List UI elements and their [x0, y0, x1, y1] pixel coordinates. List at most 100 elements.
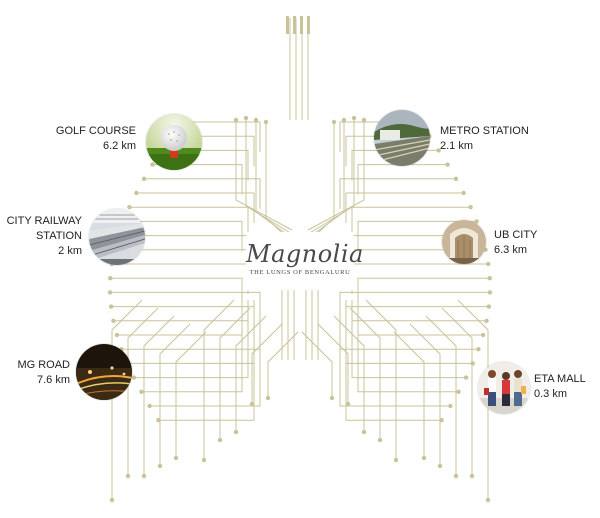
circuit-trace	[111, 299, 143, 500]
circuit-node	[141, 176, 147, 181]
circuit-trace	[141, 300, 243, 393]
circuit-node	[485, 497, 491, 503]
circuit-trace	[265, 122, 293, 243]
circuit-trace	[123, 220, 243, 252]
circuit-trace	[357, 220, 477, 252]
circuit-trace	[121, 300, 261, 350]
circuit-node	[468, 205, 473, 210]
circuit-node	[131, 375, 137, 380]
circuit-node	[439, 418, 444, 423]
circuit-trace	[136, 192, 255, 223]
circuit-node	[448, 403, 453, 409]
circuit-trace	[159, 323, 191, 466]
circuit-trace	[144, 178, 261, 209]
shoppers-photo	[478, 362, 530, 414]
circuit-trace	[149, 300, 261, 407]
circuit-node	[341, 117, 347, 123]
circuit-node	[114, 332, 120, 338]
circuit-node	[486, 261, 491, 267]
circuit-node	[484, 318, 489, 323]
circuit-trace	[307, 118, 355, 235]
circuit-node	[249, 401, 255, 407]
brand-name: Magnolia	[246, 240, 364, 268]
eta-mall-distance: 0.3 km	[534, 388, 568, 400]
circuit-trace	[307, 120, 365, 231]
metro-station-name: METRO STATION	[440, 125, 529, 137]
circuit-node	[141, 473, 147, 479]
eta-mall-label: ETA MALL 0.3 km	[534, 372, 598, 402]
circuit-node	[453, 473, 459, 479]
circuit-node	[139, 389, 144, 394]
circuit-node	[463, 375, 469, 380]
circuit-trace	[152, 164, 243, 195]
ub-city-name: UB CITY	[494, 229, 538, 241]
circuit-trace	[349, 307, 381, 440]
circuit-node	[147, 403, 152, 409]
circuit-node	[263, 119, 269, 125]
ub-city-interior-photo	[442, 220, 486, 264]
circuit-trace	[345, 300, 442, 421]
circuit-trace	[409, 323, 441, 466]
circuit-node	[157, 463, 163, 469]
circuit-node	[361, 117, 367, 123]
circuit-node	[377, 437, 383, 443]
circuit-node	[393, 457, 399, 463]
circuit-trace	[357, 300, 459, 393]
city-railway-station-distance: 2 km	[58, 245, 82, 257]
circuit-trace	[317, 323, 349, 404]
mg-road-label: MG ROAD 7.6 km	[10, 358, 70, 388]
circuit-node	[243, 115, 249, 121]
circuit-trace	[110, 277, 243, 300]
circuit-node	[108, 276, 113, 281]
circuit-trace	[345, 300, 473, 364]
circuit-node	[173, 455, 179, 461]
circuit-node	[469, 473, 475, 479]
circuit-trace	[219, 307, 251, 440]
circuit-trace	[111, 263, 249, 294]
mg-road-distance: 7.6 km	[36, 374, 70, 386]
trachea-bar	[300, 16, 303, 34]
circuit-trace	[441, 307, 473, 476]
circuit-trace	[133, 300, 249, 379]
circuit-node	[125, 473, 131, 479]
golf-ball-photo	[146, 114, 202, 170]
circuit-node	[329, 395, 335, 401]
circuit-node	[217, 437, 223, 443]
circuit-trace	[425, 315, 457, 476]
circuit-trace	[351, 300, 467, 379]
metro-station-distance: 2.1 km	[440, 140, 474, 152]
circuit-node	[480, 332, 486, 338]
circuit-node	[233, 429, 239, 435]
circuit-trace	[333, 315, 365, 432]
circuit-trace	[235, 315, 267, 432]
circuit-trace	[307, 122, 335, 243]
circuit-node	[453, 176, 459, 181]
eta-mall-name: ETA MALL	[534, 373, 586, 385]
circuit-trace	[393, 331, 425, 458]
circuit-trace	[127, 307, 159, 476]
metro-station-label: METRO STATION 2.1 km	[440, 124, 550, 154]
circuit-node	[436, 148, 441, 153]
golf-course-label: GOLF COURSE 6.2 km	[48, 124, 136, 154]
circuit-trace	[113, 300, 249, 322]
circuit-node	[331, 119, 337, 125]
mg-road-name: MG ROAD	[17, 359, 70, 371]
circuit-trace	[357, 164, 448, 195]
circuit-node	[111, 318, 116, 323]
circuit-node	[156, 418, 161, 423]
circuit-node	[476, 347, 481, 352]
circuit-node	[421, 455, 427, 461]
circuit-trace	[345, 192, 464, 223]
circuit-node	[109, 497, 115, 503]
circuit-trace	[255, 120, 293, 239]
circuit-trace	[351, 300, 487, 322]
circuit-node	[487, 276, 492, 281]
circuit-node	[253, 117, 259, 123]
trachea-bar	[293, 16, 296, 34]
circuit-trace	[339, 300, 451, 407]
circuit-trace	[127, 300, 255, 364]
circuit-node	[461, 190, 466, 196]
circuit-node	[150, 162, 155, 167]
circuit-node	[127, 205, 132, 210]
circuit-trace	[143, 315, 175, 476]
